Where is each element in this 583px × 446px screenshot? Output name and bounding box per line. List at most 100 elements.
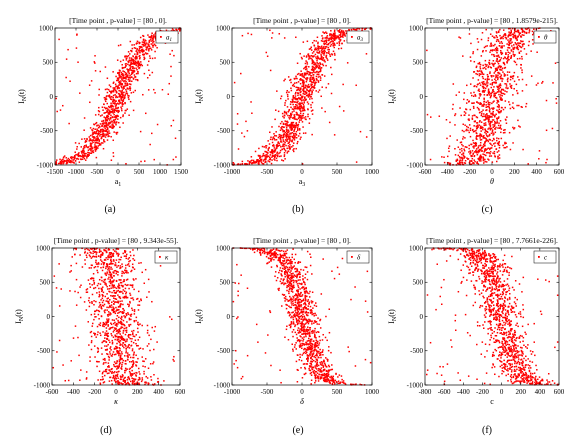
- scatter-point: [494, 67, 497, 70]
- scatter-point: [53, 275, 56, 277]
- scatter-point: [75, 247, 77, 250]
- scatter-point: [286, 106, 289, 108]
- scatter-point: [79, 379, 81, 381]
- scatter-point: [116, 87, 119, 90]
- scatter-point: [478, 158, 480, 161]
- scatter-point: [271, 151, 274, 153]
- scatter-point: [282, 134, 285, 137]
- scatter-point: [119, 359, 122, 361]
- scatter-point: [115, 75, 117, 78]
- scatter-point: [483, 81, 485, 83]
- scatter-point: [487, 140, 490, 143]
- scatter-point: [122, 379, 125, 382]
- scatter-point: [466, 84, 468, 87]
- scatter-point: [477, 83, 479, 85]
- scatter-point: [129, 372, 132, 374]
- scatter-point: [102, 120, 105, 122]
- scatter-point: [462, 123, 464, 126]
- scatter-point: [321, 51, 323, 53]
- scatter-point: [133, 288, 135, 291]
- scatter-point: [509, 39, 512, 42]
- scatter-point: [492, 119, 495, 121]
- scatter-point: [125, 269, 127, 272]
- scatter-point: [501, 78, 504, 80]
- scatter-point: [120, 282, 123, 284]
- scatter-point: [114, 324, 117, 326]
- scatter-point: [98, 360, 100, 363]
- scatter-point: [111, 355, 113, 357]
- scatter-point: [482, 64, 484, 67]
- scatter-point: [98, 139, 100, 142]
- scatter-point: [101, 325, 104, 327]
- scatter-point: [292, 137, 295, 139]
- scatter-point: [296, 86, 299, 89]
- scatter-point: [509, 38, 511, 40]
- scatter-point: [276, 147, 278, 149]
- scatter-point: [88, 152, 90, 154]
- scatter-point: [295, 126, 297, 128]
- scatter-point: [535, 84, 538, 86]
- scatter-point: [307, 103, 310, 105]
- scatter-point: [92, 139, 94, 141]
- scatter-point: [308, 66, 310, 68]
- scatter-point: [121, 336, 124, 338]
- scatter-point: [104, 311, 106, 314]
- scatter-point: [118, 84, 120, 86]
- scatter-point: [73, 154, 76, 157]
- scatter-point: [98, 110, 101, 113]
- scatter-point: [496, 38, 498, 41]
- scatter-point: [107, 124, 109, 127]
- scatter-point: [64, 379, 67, 382]
- scatter-point: [98, 125, 101, 127]
- scatter-point: [119, 265, 122, 267]
- scatter-point: [500, 47, 503, 49]
- scatter-point: [312, 61, 315, 64]
- scatter-point: [519, 45, 521, 48]
- scatter-point: [131, 284, 133, 287]
- scatter-point: [139, 36, 142, 39]
- scatter-point: [271, 149, 273, 151]
- scatter-point: [509, 107, 512, 110]
- scatter-point: [311, 97, 313, 100]
- scatter-point: [310, 106, 312, 109]
- scatter-point: [493, 133, 495, 135]
- scatter-point: [125, 88, 127, 91]
- scatter-point: [327, 43, 329, 46]
- scatter-point: [494, 78, 496, 81]
- scatter-point: [104, 349, 107, 351]
- scatter-point: [135, 319, 137, 322]
- scatter-point: [101, 307, 103, 310]
- scatter-point: [85, 144, 87, 146]
- scatter-point: [480, 38, 483, 41]
- scatter-point: [109, 274, 112, 276]
- scatter-point: [137, 383, 139, 385]
- scatter-point: [119, 84, 121, 86]
- scatter-point: [513, 60, 516, 63]
- scatter-point: [109, 253, 112, 256]
- scatter-point: [69, 159, 72, 162]
- scatter-point: [487, 147, 490, 150]
- scatter-point: [343, 31, 345, 34]
- scatter-point: [470, 154, 472, 157]
- scatter-point: [173, 54, 175, 57]
- scatter-point: [131, 366, 133, 368]
- scatter-point: [156, 381, 159, 383]
- scatter-point: [117, 271, 119, 273]
- scatter-point: [464, 160, 467, 162]
- scatter-point: [75, 47, 78, 49]
- scatter-point: [316, 55, 319, 57]
- scatter-point: [301, 121, 304, 123]
- scatter-point: [287, 76, 290, 78]
- scatter-point: [479, 155, 482, 157]
- scatter-point: [112, 259, 115, 261]
- scatter-point: [265, 158, 267, 161]
- scatter-point: [300, 105, 303, 108]
- scatter-point: [114, 338, 116, 341]
- scatter-point: [302, 85, 304, 88]
- scatter-point: [87, 154, 89, 156]
- scatter-point: [146, 64, 149, 66]
- scatter-point: [90, 348, 93, 351]
- scatter-point: [338, 31, 341, 34]
- scatter-point: [505, 52, 507, 54]
- scatter-point: [292, 135, 294, 138]
